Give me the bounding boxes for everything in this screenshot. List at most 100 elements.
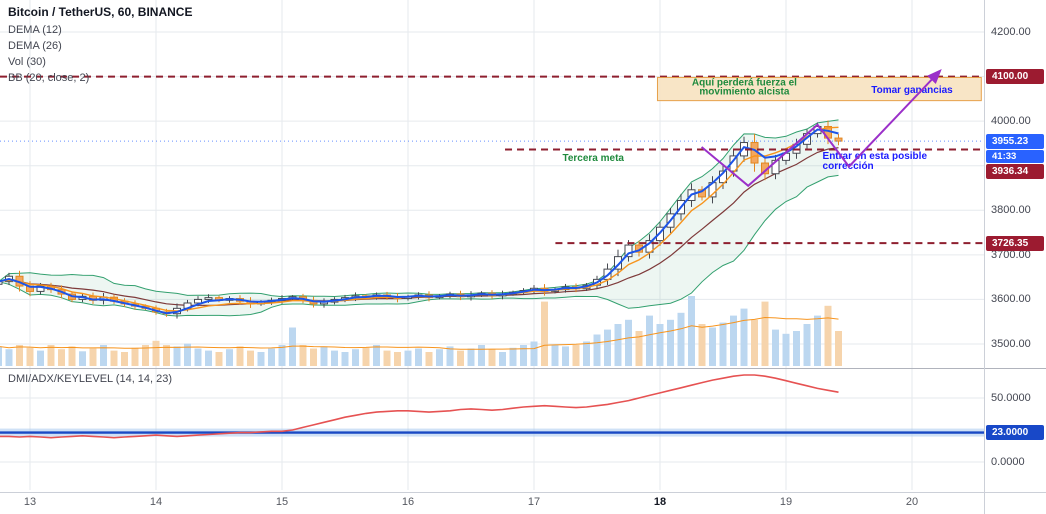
time-tick-label: 15 — [275, 496, 289, 508]
volume-bar — [131, 347, 139, 366]
volume-bar — [173, 346, 181, 366]
bar-countdown-badge: 41:33 — [986, 149, 1044, 163]
volume-bar — [572, 345, 580, 366]
volume-bar — [645, 315, 653, 366]
volume-bar — [141, 345, 149, 366]
volume-bar — [183, 343, 191, 366]
annotation-text[interactable]: Aquí perderá fuerza el — [692, 77, 797, 88]
volume-bar — [603, 329, 611, 366]
volume-bar — [782, 333, 790, 366]
volume-bar — [656, 324, 664, 366]
candle-body — [204, 297, 213, 300]
volume-bar — [519, 345, 527, 366]
lower-indicator-label[interactable]: DMI/ADX/KEYLEVEL (14, 14, 23) — [8, 373, 173, 385]
volume-bar — [215, 352, 223, 366]
volume-bar — [362, 347, 370, 366]
volume-bar — [99, 345, 107, 366]
volume-bar — [299, 345, 307, 366]
volume-bar — [456, 350, 464, 366]
price-level-badge: 3726.35 — [986, 235, 1044, 251]
price-level-badge: 3936.34 — [986, 163, 1044, 179]
volume-bar — [15, 345, 23, 366]
volume-bar — [834, 331, 842, 366]
volume-bar — [467, 348, 475, 366]
candle-body — [193, 298, 202, 304]
time-axis[interactable]: 13 14 15 16 17 18 19 20 — [0, 492, 1046, 514]
indicator-legend-item[interactable]: DEMA (26) — [8, 40, 62, 52]
volume-bar — [36, 350, 44, 366]
volume-bar — [204, 350, 212, 366]
volume-bar — [267, 348, 275, 366]
volume-bar — [698, 324, 706, 366]
axis-tick-label: 4200.00 — [991, 26, 1031, 38]
volume-bar — [393, 352, 401, 366]
volume-bar — [813, 315, 821, 366]
volume-bar — [26, 347, 34, 366]
volume-bar — [383, 350, 391, 366]
symbol-title[interactable]: Bitcoin / TetherUS, 60, BINANCE — [8, 5, 193, 19]
price-axis[interactable]: 4200.00 4000.00 3800.00 3700.00 3600.00 3500.… — [985, 0, 1046, 492]
lower-panel-legend: DMI/ADX/KEYLEVEL (14, 14, 23) — [8, 371, 172, 387]
volume-bar — [0, 346, 2, 366]
volume-bar — [477, 345, 485, 366]
volume-bar — [435, 349, 443, 366]
volume-bar — [425, 352, 433, 366]
candle-body — [771, 159, 780, 175]
candle-body — [624, 244, 633, 258]
volume-bar — [803, 324, 811, 366]
volume-bar — [5, 349, 13, 366]
projection-arrow[interactable] — [700, 69, 942, 188]
volume-bar — [614, 324, 622, 366]
time-tick-label: 19 — [779, 496, 793, 508]
volume-bar — [761, 301, 769, 366]
volume-bar — [488, 349, 496, 366]
axis-tick-label: 50.0000 — [991, 392, 1031, 404]
axis-tick-label: 3800.00 — [991, 204, 1031, 217]
indicator-legend-item[interactable]: DEMA (12) — [8, 24, 62, 36]
dema-12-line[interactable] — [0, 128, 839, 315]
volume-series[interactable] — [0, 296, 842, 366]
axis-tick-label: 0.0000 — [991, 456, 1025, 468]
adx-line[interactable] — [0, 374, 839, 439]
time-tick-label: 20 — [905, 496, 919, 508]
volume-bar — [404, 350, 412, 366]
price-level-badge: 4100.00 — [986, 69, 1044, 85]
volume-bar — [593, 334, 601, 366]
indicator-legend-item[interactable]: BB (20, close, 2) — [8, 72, 90, 84]
volume-bar — [246, 350, 254, 366]
volume-bar — [677, 312, 685, 366]
volume-bar — [509, 347, 517, 366]
bollinger-lower-line[interactable] — [0, 174, 839, 317]
annotation-box[interactable] — [656, 76, 982, 102]
volume-bar — [351, 349, 359, 366]
indicator-legend-item[interactable]: Vol (30) — [8, 56, 46, 68]
volume-bar — [309, 348, 317, 366]
axis-tick-label: 3700.00 — [991, 248, 1031, 261]
time-tick-label: 16 — [401, 496, 415, 508]
volume-bar — [330, 350, 338, 366]
volume-bar — [236, 346, 244, 366]
volume-bar — [540, 301, 548, 366]
price-level-badge: 23.0000 — [986, 425, 1044, 441]
main-chart-legend: Bitcoin / TetherUS, 60, BINANCE DEMA (12… — [8, 5, 192, 86]
volume-bar — [120, 352, 128, 366]
volume-bar — [320, 346, 328, 366]
annotation-text[interactable]: Tercera meta — [562, 153, 624, 164]
volume-bar — [750, 319, 758, 366]
volume-ma-line[interactable] — [0, 316, 839, 350]
axis-tick-label: 3600.00 — [991, 293, 1031, 306]
volume-bar — [792, 331, 800, 366]
volume-bar — [561, 346, 569, 366]
annotation-text[interactable]: Entrar en esta posible — [823, 151, 928, 162]
volume-bar — [225, 349, 233, 366]
volume-bar — [341, 352, 349, 366]
volume-bar — [551, 345, 559, 366]
indicator-legend-list: DEMA (12) DEMA (26) Vol (30) BB (20, close,… — [8, 22, 192, 86]
volume-bar — [278, 345, 286, 366]
annotation-text[interactable]: movimiento alcista — [699, 87, 789, 98]
volume-bar — [89, 348, 97, 366]
volume-bar — [729, 315, 737, 366]
annotation-text[interactable]: Tomar ganancias — [871, 85, 953, 96]
